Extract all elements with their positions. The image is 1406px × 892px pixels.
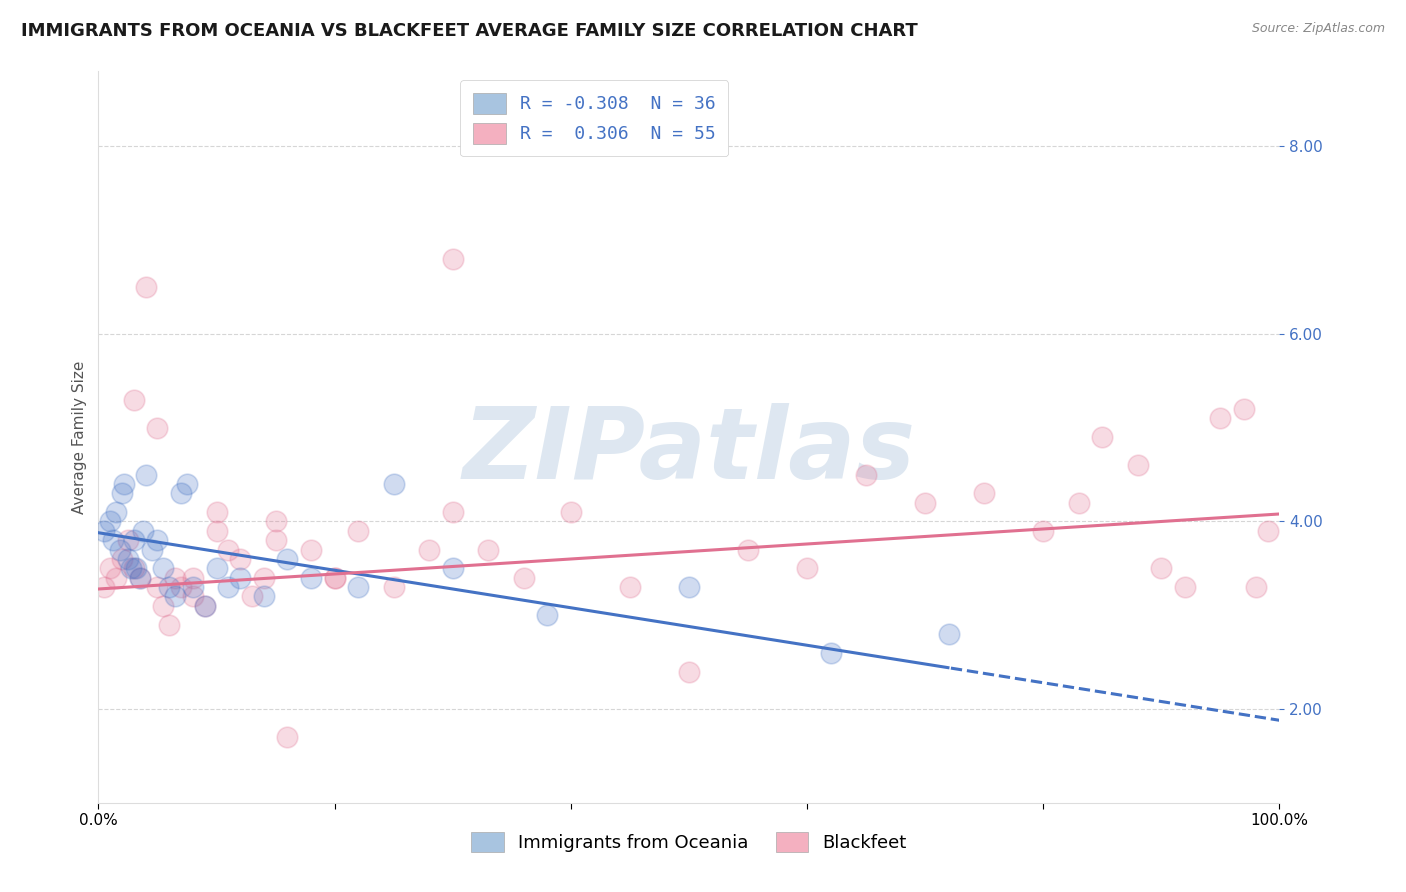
Point [98, 515, 121, 529]
Point [276, 552, 298, 566]
Point [176, 477, 198, 491]
Point [217, 580, 239, 594]
Point [441, 561, 464, 575]
Point [165, 571, 187, 585]
Point [170, 580, 193, 594]
Text: Source: ZipAtlas.com: Source: ZipAtlas.com [1251, 22, 1385, 36]
Point [93, 580, 115, 594]
Point [117, 533, 139, 548]
Point [122, 561, 145, 575]
Point [276, 730, 298, 744]
Point [382, 580, 405, 594]
Point [914, 496, 936, 510]
Y-axis label: Average Family Size: Average Family Size [72, 360, 87, 514]
Point [347, 524, 370, 538]
Point [205, 561, 228, 575]
Point [194, 599, 217, 613]
Point [1091, 430, 1114, 444]
Point [135, 280, 157, 294]
Point [128, 571, 150, 585]
Point [205, 505, 228, 519]
Point [108, 542, 131, 557]
Point [181, 590, 204, 604]
Point [477, 542, 499, 557]
Point [132, 524, 155, 538]
Point [152, 561, 174, 575]
Text: ZIPatlas: ZIPatlas [463, 403, 915, 500]
Point [141, 542, 163, 557]
Point [347, 580, 370, 594]
Point [194, 599, 217, 613]
Point [536, 608, 558, 623]
Point [157, 580, 180, 594]
Point [111, 552, 134, 566]
Point [441, 252, 464, 266]
Point [229, 552, 252, 566]
Point [737, 542, 759, 557]
Point [382, 477, 405, 491]
Point [105, 505, 128, 519]
Point [181, 571, 204, 585]
Point [855, 467, 877, 482]
Point [253, 590, 276, 604]
Point [264, 533, 287, 548]
Point [323, 571, 346, 585]
Point [796, 561, 818, 575]
Point [112, 477, 135, 491]
Point [146, 580, 169, 594]
Point [1257, 524, 1279, 538]
Point [418, 542, 440, 557]
Point [105, 571, 128, 585]
Point [973, 486, 995, 500]
Point [1032, 524, 1054, 538]
Point [1233, 401, 1256, 416]
Point [253, 571, 276, 585]
Point [678, 580, 700, 594]
Point [619, 580, 641, 594]
Point [820, 646, 842, 660]
Point [560, 505, 582, 519]
Point [122, 533, 145, 548]
Point [170, 486, 193, 500]
Point [299, 542, 322, 557]
Point [121, 561, 143, 575]
Point [217, 542, 239, 557]
Point [229, 571, 252, 585]
Point [146, 533, 169, 548]
Point [101, 533, 124, 548]
Point [128, 571, 150, 585]
Point [1150, 561, 1173, 575]
Point [1067, 496, 1090, 510]
Point [93, 524, 115, 538]
Point [1174, 580, 1197, 594]
Point [299, 571, 322, 585]
Point [1244, 580, 1267, 594]
Point [205, 524, 228, 538]
Point [117, 552, 139, 566]
Point [98, 561, 121, 575]
Point [146, 420, 169, 434]
Point [152, 599, 174, 613]
Point [157, 617, 180, 632]
Point [441, 505, 464, 519]
Legend: Immigrants from Oceania, Blackfeet: Immigrants from Oceania, Blackfeet [464, 824, 914, 860]
Point [165, 590, 187, 604]
Point [323, 571, 346, 585]
Point [512, 571, 534, 585]
Point [181, 580, 204, 594]
Text: IMMIGRANTS FROM OCEANIA VS BLACKFEET AVERAGE FAMILY SIZE CORRELATION CHART: IMMIGRANTS FROM OCEANIA VS BLACKFEET AVE… [21, 22, 918, 40]
Point [240, 590, 263, 604]
Point [111, 486, 134, 500]
Point [1209, 411, 1232, 425]
Point [135, 467, 157, 482]
Point [264, 515, 287, 529]
Point [125, 561, 148, 575]
Point [1126, 458, 1149, 473]
Point [122, 392, 145, 407]
Point [678, 665, 700, 679]
Point [938, 627, 960, 641]
